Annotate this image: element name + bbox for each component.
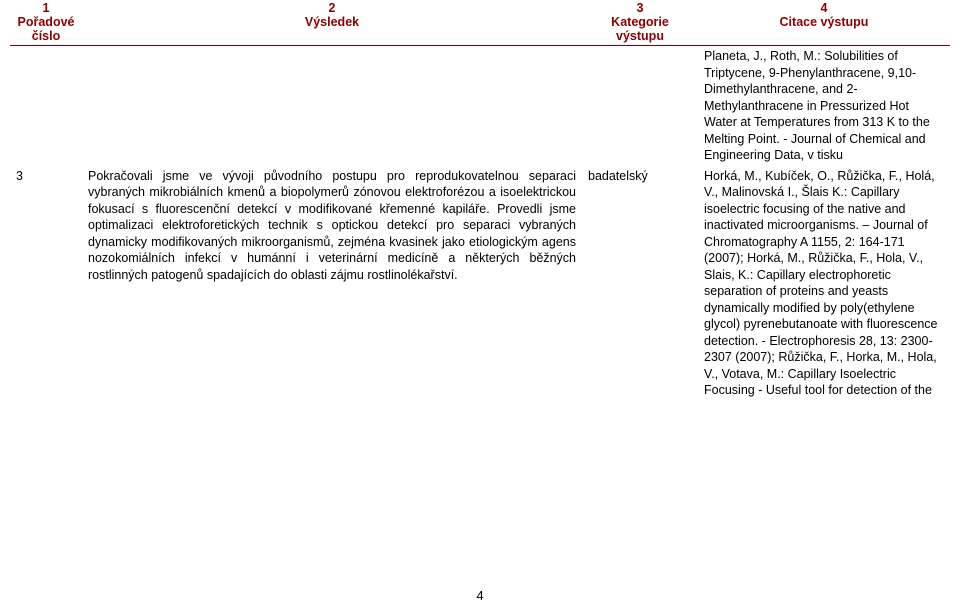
cell-ordinal: 3 (10, 166, 82, 401)
cell-category: badatelský (582, 166, 698, 401)
col-header-label: Citace výstupu (702, 16, 946, 30)
table-row: Planeta, J., Roth, M.: Solubilities of T… (10, 46, 950, 166)
col-header-label: Výsledek (86, 16, 578, 30)
col-header-label: Kategorie výstupu (586, 16, 694, 44)
cell-category (582, 46, 698, 166)
col-header-num: 1 (14, 2, 78, 16)
col-header-3: 3 Kategorie výstupu (582, 0, 698, 46)
page-number: 4 (0, 588, 960, 603)
results-table: 1 Pořadové číslo 2 Výsledek 3 Kategorie … (10, 0, 950, 401)
col-header-num: 4 (702, 2, 946, 16)
cell-ordinal (10, 46, 82, 166)
cell-result (82, 46, 582, 166)
col-header-num: 3 (586, 2, 694, 16)
col-header-num: 2 (86, 2, 578, 16)
col-header-2: 2 Výsledek (82, 0, 582, 46)
cell-citation: Horká, M., Kubíček, O., Růžička, F., Hol… (698, 166, 950, 401)
document-page: 1 Pořadové číslo 2 Výsledek 3 Kategorie … (0, 0, 960, 611)
cell-result: Pokračovali jsme ve vývoji původního pos… (82, 166, 582, 401)
cell-citation: Planeta, J., Roth, M.: Solubilities of T… (698, 46, 950, 166)
table-header-row: 1 Pořadové číslo 2 Výsledek 3 Kategorie … (10, 0, 950, 46)
col-header-1: 1 Pořadové číslo (10, 0, 82, 46)
col-header-label: Pořadové číslo (14, 16, 78, 44)
col-header-4: 4 Citace výstupu (698, 0, 950, 46)
table-row: 3 Pokračovali jsme ve vývoji původního p… (10, 166, 950, 401)
